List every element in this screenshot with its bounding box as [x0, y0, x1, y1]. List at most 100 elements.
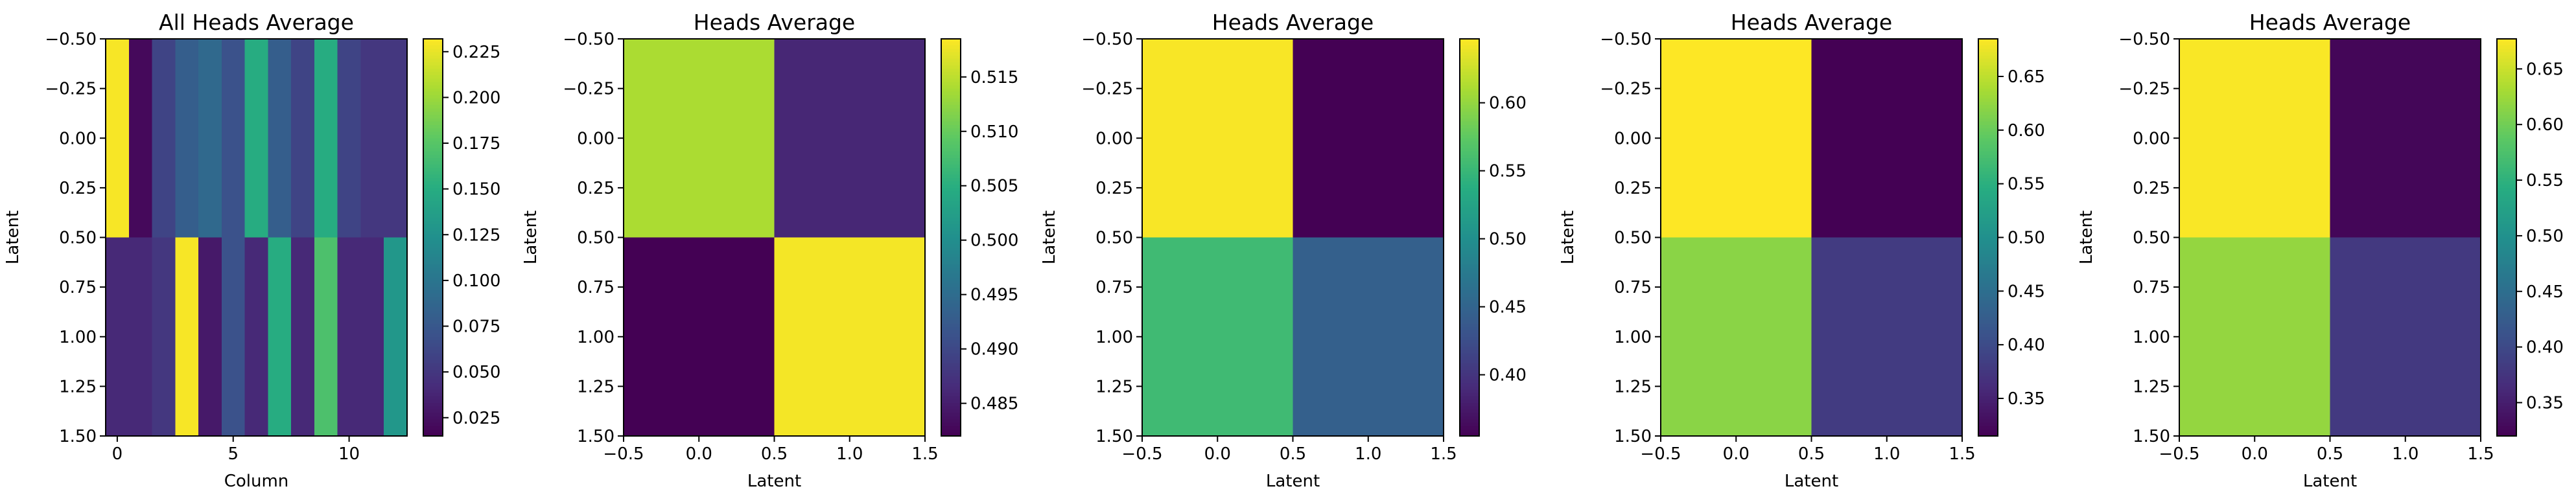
colorbar-segment — [1978, 45, 1998, 50]
colorbar-segment — [941, 267, 961, 271]
colorbar-segment — [2497, 62, 2516, 66]
colorbar-tick-label: 0.35 — [2008, 389, 2045, 409]
colorbar-segment — [1978, 413, 1998, 417]
colorbar-segment — [2497, 111, 2516, 116]
heatmap-cell-r0-c9 — [314, 39, 338, 238]
colorbar-segment — [1460, 211, 1479, 215]
colorbar-segment — [941, 333, 961, 338]
colorbar-segment — [941, 234, 961, 238]
colorbar-segment — [423, 244, 443, 248]
colorbar-segment — [2497, 343, 2516, 347]
colorbar-segment — [941, 366, 961, 371]
colorbar-segment — [941, 128, 961, 132]
colorbar-segment — [941, 214, 961, 218]
colorbar-segment — [941, 161, 961, 165]
colorbar-segment — [1978, 88, 1998, 93]
colorbar-segment — [423, 62, 443, 66]
colorbar-segment — [1460, 376, 1479, 380]
colorbar-segment — [941, 148, 961, 152]
colorbar-segment — [423, 121, 443, 126]
colorbar-segment — [1978, 277, 1998, 281]
colorbar-segment — [1978, 419, 1998, 424]
colorbar-segment — [1460, 350, 1479, 354]
colorbar-segment — [423, 78, 443, 83]
colorbar-segment — [1978, 234, 1998, 238]
colorbar-segment — [423, 277, 443, 281]
colorbar-segment — [1460, 118, 1479, 122]
colorbar-segment — [941, 204, 961, 209]
colorbar-segment — [1978, 297, 1998, 301]
colorbar-segment — [1978, 68, 1998, 73]
colorbar-tick-label: 0.225 — [452, 43, 500, 62]
colorbar-segment — [2497, 257, 2516, 262]
colorbar-segment — [1460, 267, 1479, 271]
colorbar-segment — [941, 293, 961, 298]
colorbar-segment — [1460, 264, 1479, 268]
colorbar-tick-label: 0.40 — [2008, 336, 2045, 355]
colorbar-segment — [1460, 85, 1479, 89]
heatmap-cell-r1-c0 — [106, 237, 130, 437]
colorbar-tick-label: 0.175 — [452, 134, 500, 154]
colorbar-segment — [1460, 144, 1479, 149]
colorbar-segment — [941, 406, 961, 410]
colorbar-segment — [1460, 65, 1479, 69]
heatmap-cell-r0-c0 — [1142, 39, 1294, 238]
colorbar-segment — [1978, 224, 1998, 228]
colorbar-segment — [2497, 339, 2516, 344]
colorbar-segment — [1460, 310, 1479, 314]
colorbar-segment — [1460, 52, 1479, 56]
y-axis-label: Latent — [2077, 211, 2096, 264]
colorbar-segment — [423, 42, 443, 47]
colorbar-segment — [941, 270, 961, 275]
y-tick-label: −0.50 — [1600, 30, 1652, 49]
colorbar-segment — [1460, 141, 1479, 146]
colorbar-segment — [2497, 323, 2516, 328]
colorbar-segment — [941, 363, 961, 367]
colorbar-segment — [1978, 108, 1998, 113]
y-tick-label: 0.25 — [1095, 179, 1133, 198]
colorbar-segment — [423, 293, 443, 298]
colorbar-tick-label: 0.60 — [2526, 115, 2564, 135]
colorbar-segment — [1978, 317, 1998, 321]
colorbar-segment — [941, 426, 961, 430]
colorbar-segment — [1978, 284, 1998, 288]
colorbar-segment — [1460, 171, 1479, 176]
colorbar-segment — [2497, 39, 2516, 43]
colorbar-segment — [423, 128, 443, 132]
y-tick-label: 0.00 — [577, 129, 615, 148]
colorbar-segment — [423, 363, 443, 367]
colorbar-segment — [941, 45, 961, 50]
colorbar-segment — [1460, 389, 1479, 394]
heatmap-cell-r1-c0 — [2179, 237, 2331, 437]
colorbar-segment — [941, 68, 961, 73]
colorbar-segment — [941, 284, 961, 288]
colorbar-segment — [941, 144, 961, 149]
y-tick-label: −0.25 — [45, 80, 97, 99]
colorbar-segment — [1978, 187, 1998, 192]
colorbar-segment — [1978, 264, 1998, 268]
colorbar-segment — [1978, 280, 1998, 284]
colorbar-segment — [1978, 416, 1998, 420]
colorbar-segment — [1978, 198, 1998, 202]
colorbar-segment — [1460, 432, 1479, 437]
heatmap-cell-r0-c5 — [221, 39, 246, 238]
colorbar-segment — [2497, 124, 2516, 129]
colorbar-tick-label: 0.495 — [970, 286, 1018, 305]
colorbar-segment — [1460, 383, 1479, 387]
colorbar-segment — [941, 389, 961, 394]
colorbar-segment — [1978, 290, 1998, 295]
colorbar-segment — [941, 227, 961, 232]
colorbar-segment — [1978, 350, 1998, 354]
colorbar-segment — [423, 264, 443, 268]
y-tick-label: 1.00 — [1095, 328, 1133, 347]
colorbar-segment — [1460, 115, 1479, 119]
colorbar-segment — [2497, 293, 2516, 298]
colorbar-segment — [2497, 366, 2516, 371]
colorbar-segment — [2497, 360, 2516, 364]
colorbar-tick-label: 0.490 — [970, 340, 1018, 360]
heatmap-cell-r0-c8 — [291, 39, 315, 238]
heatmap-cell-r1-c0 — [1142, 237, 1294, 437]
colorbar-segment — [2497, 380, 2516, 384]
colorbar-segment — [2497, 426, 2516, 430]
colorbar-segment — [423, 290, 443, 295]
